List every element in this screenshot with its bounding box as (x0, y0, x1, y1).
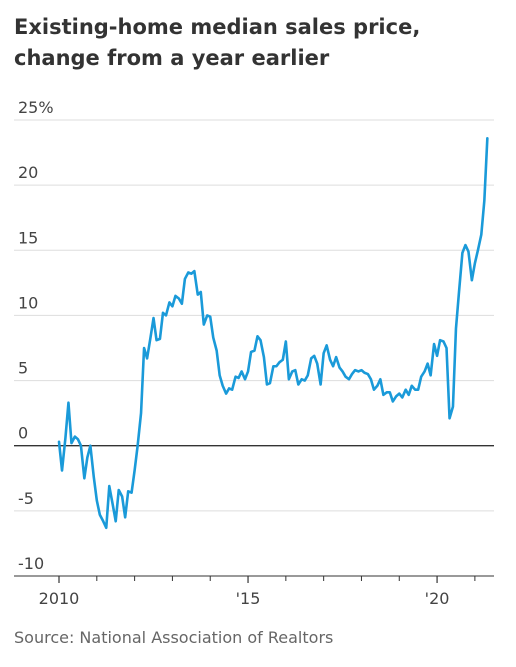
x-axis: 2010 '15 '20 (39, 576, 476, 608)
x-tick-label: '20 (425, 589, 450, 608)
y-axis-tick-labels: 25% 20 15 10 5 0 -5 -10 (18, 98, 54, 573)
chart-title: Existing-home median sales price, change… (14, 15, 421, 70)
series-layer (57, 136, 489, 530)
y-tick-label: 25% (18, 98, 54, 117)
series-line (57, 136, 489, 530)
x-tick-label: '15 (236, 589, 261, 608)
source-note: Source: National Association of Realtors (14, 628, 334, 647)
x-tick-label: 2010 (39, 589, 80, 608)
y-tick-label: 0 (18, 424, 28, 443)
y-tick-label: -5 (18, 489, 34, 508)
gridlines (14, 119, 494, 577)
y-tick-label: 10 (18, 293, 38, 312)
y-tick-label: -10 (18, 554, 44, 573)
y-tick-label: 20 (18, 163, 38, 182)
y-tick-label: 5 (18, 359, 28, 378)
y-tick-label: 15 (18, 228, 38, 247)
